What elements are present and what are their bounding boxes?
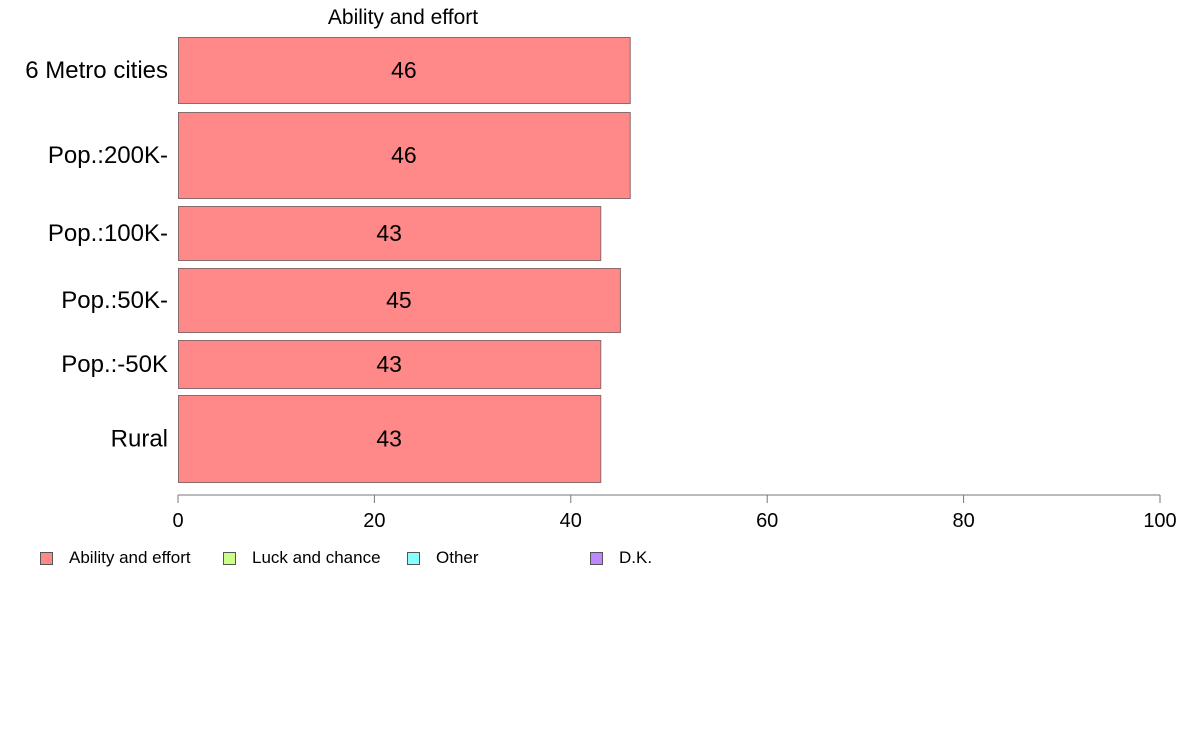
plot-area: 46 6 Metro cities 46 Pop.:200K- 43 Pop.:100K-… [25, 37, 1177, 532]
x-tick-label: 100 [1143, 510, 1176, 532]
x-tick-label: 60 [756, 510, 778, 532]
legend-swatch-luck [223, 551, 236, 565]
bar-data-label: 45 [386, 287, 412, 313]
legend-item-ability: Ability and effort [40, 548, 191, 568]
legend-item-dk: D.K. [590, 548, 652, 568]
category-label: Pop.:-50K [61, 351, 168, 378]
chart: Ability and effort 46 6 Metro cities 46 Pop… [25, 6, 1177, 567]
category-label: Pop.:100K- [48, 220, 168, 247]
bar-data-label: 46 [391, 142, 417, 168]
bar [178, 395, 602, 483]
bar [178, 37, 631, 104]
x-tick-label: 40 [560, 510, 582, 532]
legend-swatch-other [407, 551, 420, 565]
category-label: 6 Metro cities [25, 57, 168, 84]
bar-data-label: 43 [376, 220, 402, 246]
legend-swatch-dk [590, 551, 603, 565]
category-label: Rural [111, 426, 168, 453]
category-label: Pop.:50K- [61, 287, 168, 314]
bar [178, 340, 602, 389]
legend-swatch-ability [40, 551, 53, 565]
bar-data-label: 46 [391, 57, 417, 83]
bar [178, 206, 602, 261]
category-label: Pop.:200K- [48, 142, 168, 169]
x-tick-label: 0 [172, 510, 183, 532]
bar [178, 268, 621, 333]
x-tick-label: 20 [363, 510, 385, 532]
bar [178, 112, 631, 199]
bar-data-label: 43 [376, 351, 402, 377]
chart-title: Ability and effort [327, 6, 479, 29]
legend-label-ability: Ability and effort [69, 548, 191, 567]
legend-item-other: Other [407, 548, 479, 568]
legend-label-luck: Luck and chance [252, 548, 381, 567]
bar-data-label: 43 [376, 426, 402, 452]
x-tick-label: 80 [952, 510, 974, 532]
legend-label-other: Other [436, 548, 479, 567]
legend: Ability and effort Luck and chance Other… [0, 548, 1188, 572]
legend-item-luck: Luck and chance [223, 548, 381, 568]
legend-label-dk: D.K. [619, 548, 653, 567]
